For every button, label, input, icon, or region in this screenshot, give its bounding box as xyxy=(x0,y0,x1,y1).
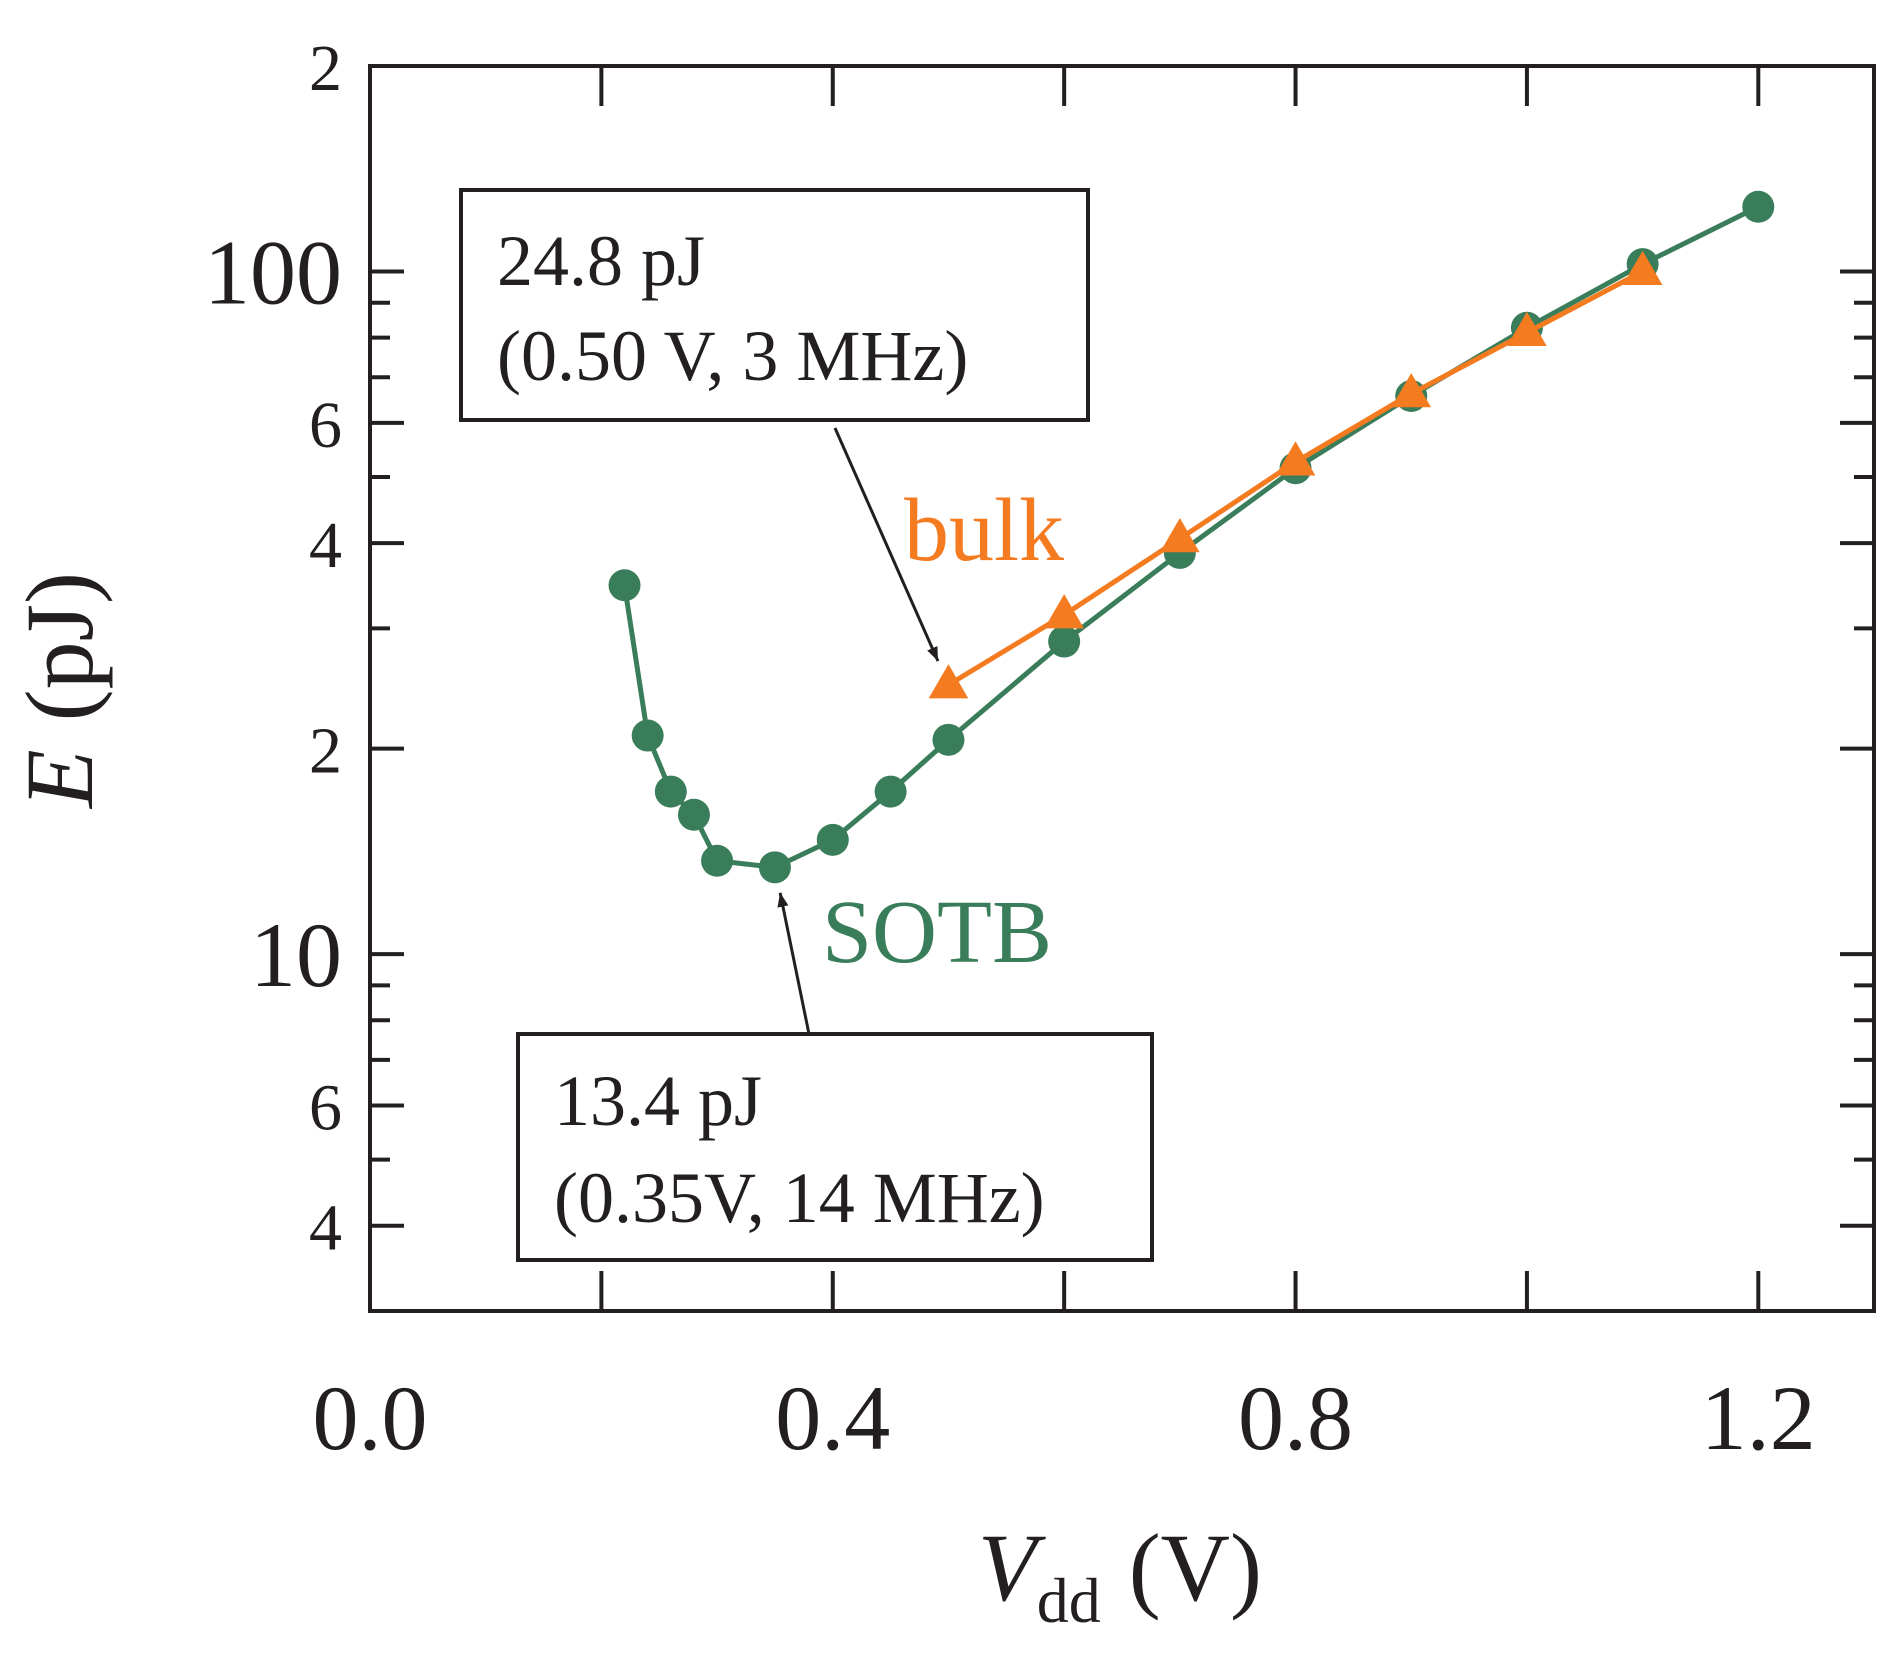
data-point xyxy=(928,664,969,699)
data-point xyxy=(1391,373,1432,408)
data-point xyxy=(1622,250,1663,285)
annotation-text: 13.4 pJ xyxy=(554,1061,762,1141)
data-point xyxy=(1048,625,1081,658)
y-tick-label: 6 xyxy=(309,389,342,462)
data-point xyxy=(1160,518,1200,553)
y-axis-label: E(pJ) xyxy=(6,572,113,810)
annotation-text: (0.50 V, 3 MHz) xyxy=(497,316,968,396)
data-point xyxy=(816,823,849,856)
data-point xyxy=(677,798,710,831)
series-label: bulk xyxy=(904,481,1064,580)
data-point xyxy=(1742,190,1775,223)
y-tick-label: 4 xyxy=(309,1192,342,1265)
x-tick-label: 0.8 xyxy=(1238,1367,1353,1469)
data-point xyxy=(758,851,791,884)
data-point xyxy=(631,719,664,752)
y-tick-label: 2 xyxy=(309,32,342,105)
x-tick-label: 0.4 xyxy=(775,1367,890,1469)
annotation-arrow xyxy=(777,892,811,1035)
annotation-arrow xyxy=(833,427,940,662)
y-tick-label: 2 xyxy=(309,715,342,788)
x-axis-label: Vdd (V) xyxy=(978,1514,1262,1636)
annotation-box xyxy=(459,188,1090,422)
x-tick-label: 0.0 xyxy=(313,1367,428,1469)
series-label: SOTB xyxy=(822,883,1052,982)
plot-frame xyxy=(368,64,1876,1313)
annotation-box xyxy=(516,1032,1154,1262)
y-tick-label: 4 xyxy=(309,509,342,582)
data-point xyxy=(608,569,641,602)
data-point xyxy=(701,844,734,877)
y-tick-label: 6 xyxy=(309,1072,342,1145)
data-point xyxy=(932,723,965,756)
data-point xyxy=(1507,311,1547,346)
annotation-text: (0.35V, 14 MHz) xyxy=(554,1158,1045,1238)
data-point xyxy=(1044,594,1084,629)
data-point xyxy=(654,775,687,808)
x-tick-label: 1.2 xyxy=(1701,1367,1816,1469)
annotation-text: 24.8 pJ xyxy=(497,221,705,301)
y-tick-label: 100 xyxy=(204,221,342,323)
data-point xyxy=(1275,441,1316,476)
y-tick-label: 10 xyxy=(250,904,342,1006)
data-point xyxy=(874,775,907,808)
